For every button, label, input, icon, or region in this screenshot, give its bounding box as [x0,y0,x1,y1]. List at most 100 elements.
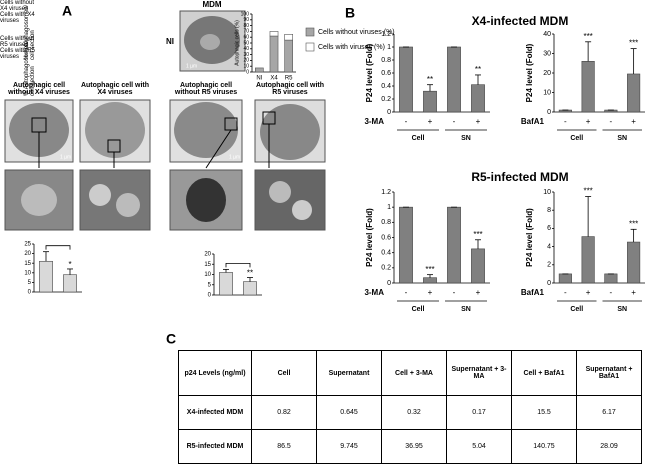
y-tick-label: 70 [243,29,249,35]
bar [243,281,257,296]
y-tick-label: 20 [24,251,31,257]
x-tick-label: + [428,288,433,297]
y-tick-label: 0 [547,109,551,116]
bar [423,90,437,113]
panel-label: A [62,3,72,19]
image-title: Autophagic cell without X4 viruses [8,82,70,97]
y-tick-label: 100 [241,11,250,17]
bar [63,274,77,293]
legend-swatch [305,42,315,52]
y-tick-label: 20 [543,70,551,77]
scale-label: 1 µm [186,63,197,69]
group-label: SN [617,135,627,142]
y-tick-label: 0 [547,280,551,287]
y-tick-label: 0.8 [381,219,391,226]
table-row: X4-infected MDM 0.82 0.645 0.32 0.17 15.5 6.17 [178,395,642,430]
y-tick-label: 0.4 [381,250,391,257]
x-tick-label: Cells with R5 viruses [0,48,36,60]
x-tick-label: + [476,288,481,297]
y-tick-label: 2 [547,262,551,269]
table-header-cell: p24 Levels (ng/ml) [178,350,252,396]
panel-label: B [345,5,355,21]
group-label: Cell [570,135,583,142]
bar-segment [269,35,279,73]
y-tick-label: 0.4 [381,83,391,90]
bar-segment [284,39,293,73]
scale-label: 1 µm [60,154,71,160]
y-tick-label: 0 [246,69,249,75]
data-table: p24 Levels (ng/ml) Cell Supernatant Cell + … [178,350,642,464]
bar-segment [255,67,264,73]
y-tick-label: 6 [547,225,551,232]
significance-label: *** [629,219,638,228]
table-cell: 9.745 [316,429,382,464]
table-row: R5-infected MDM 86.5 9.745 36.95 5.04 140.75 2… [178,429,642,464]
significance-label: ** [475,65,481,74]
bar [447,46,461,113]
table-cell: X4-infected MDM [178,395,252,430]
table-cell: 140.75 [511,429,577,464]
table-header-cell: Cell + 3-MA [381,350,447,396]
x-tick-label: - [564,117,567,126]
y-axis-label: % Autophagosomes/ cell section [24,40,36,96]
bar [627,241,641,284]
y-tick-label: 20 [204,252,211,258]
legend-label: Cells without viruses (%) [318,29,395,36]
x-tick-label: + [631,288,636,297]
y-axis-label: Autophagic cells (%) [234,20,240,66]
bar [399,206,413,284]
table-cell: 0.645 [316,395,382,430]
y-tick-label: 25 [24,242,31,248]
x-tick-label: + [586,117,591,126]
y-axis-label: P24 level (Fold) [365,43,374,102]
y-tick-label: 5 [28,280,32,286]
significance-bracket [225,262,251,268]
bar [581,60,595,113]
treatment-label: BafA1 [521,288,545,297]
image-title: Autophagic cell without R5 viruses [174,82,238,97]
group-label: Cell [570,306,583,313]
table-header-cell: Cell [251,350,317,396]
panel-title: R5-infected MDM [471,170,568,184]
bar [219,272,233,296]
y-tick-label: 5 [208,282,212,288]
legend-label: Cells with viruses (%) [318,44,385,51]
bar-segment [269,31,279,37]
y-tick-label: 20 [243,58,249,64]
x-tick-label: R5 [285,76,293,82]
table-cell: 86.5 [251,429,317,464]
significance-bracket [45,245,71,250]
x-tick-label: Cells with X4 viruses [0,12,35,24]
group-label: Cell [412,135,425,142]
y-tick-label: 0 [387,280,391,287]
y-tick-label: 1.2 [381,189,391,196]
x-tick-label: - [453,288,456,297]
significance-label: *** [473,230,482,239]
table-cell: R5-infected MDM [178,429,252,464]
x-tick-label: NI [256,76,262,82]
table-cell: 0.32 [381,395,447,430]
bar [39,260,53,293]
treatment-label: BafA1 [521,117,545,126]
y-tick-label: 8 [547,207,551,214]
y-tick-label: 1 [387,204,391,211]
bar [423,277,437,284]
x-tick-label: + [586,288,591,297]
bar [604,273,618,284]
group-label: SN [461,306,471,313]
significance-label: *** [425,265,434,274]
x-tick-label: - [610,117,613,126]
treatment-label: 3-MA [364,288,384,297]
micrographs [4,10,326,231]
y-tick-label: 50 [243,40,249,46]
bar [471,248,485,284]
y-tick-label: 30 [243,52,249,58]
y-tick-label: 1.2 [381,31,391,38]
y-tick-label: 15 [24,261,31,267]
significance-label: *** [583,187,592,196]
x-tick-label: Cells without X4 viruses [0,0,35,12]
bar [399,46,413,113]
y-tick-label: 0.2 [381,265,391,272]
x-tick-label: - [564,288,567,297]
group-label: SN [617,306,627,313]
